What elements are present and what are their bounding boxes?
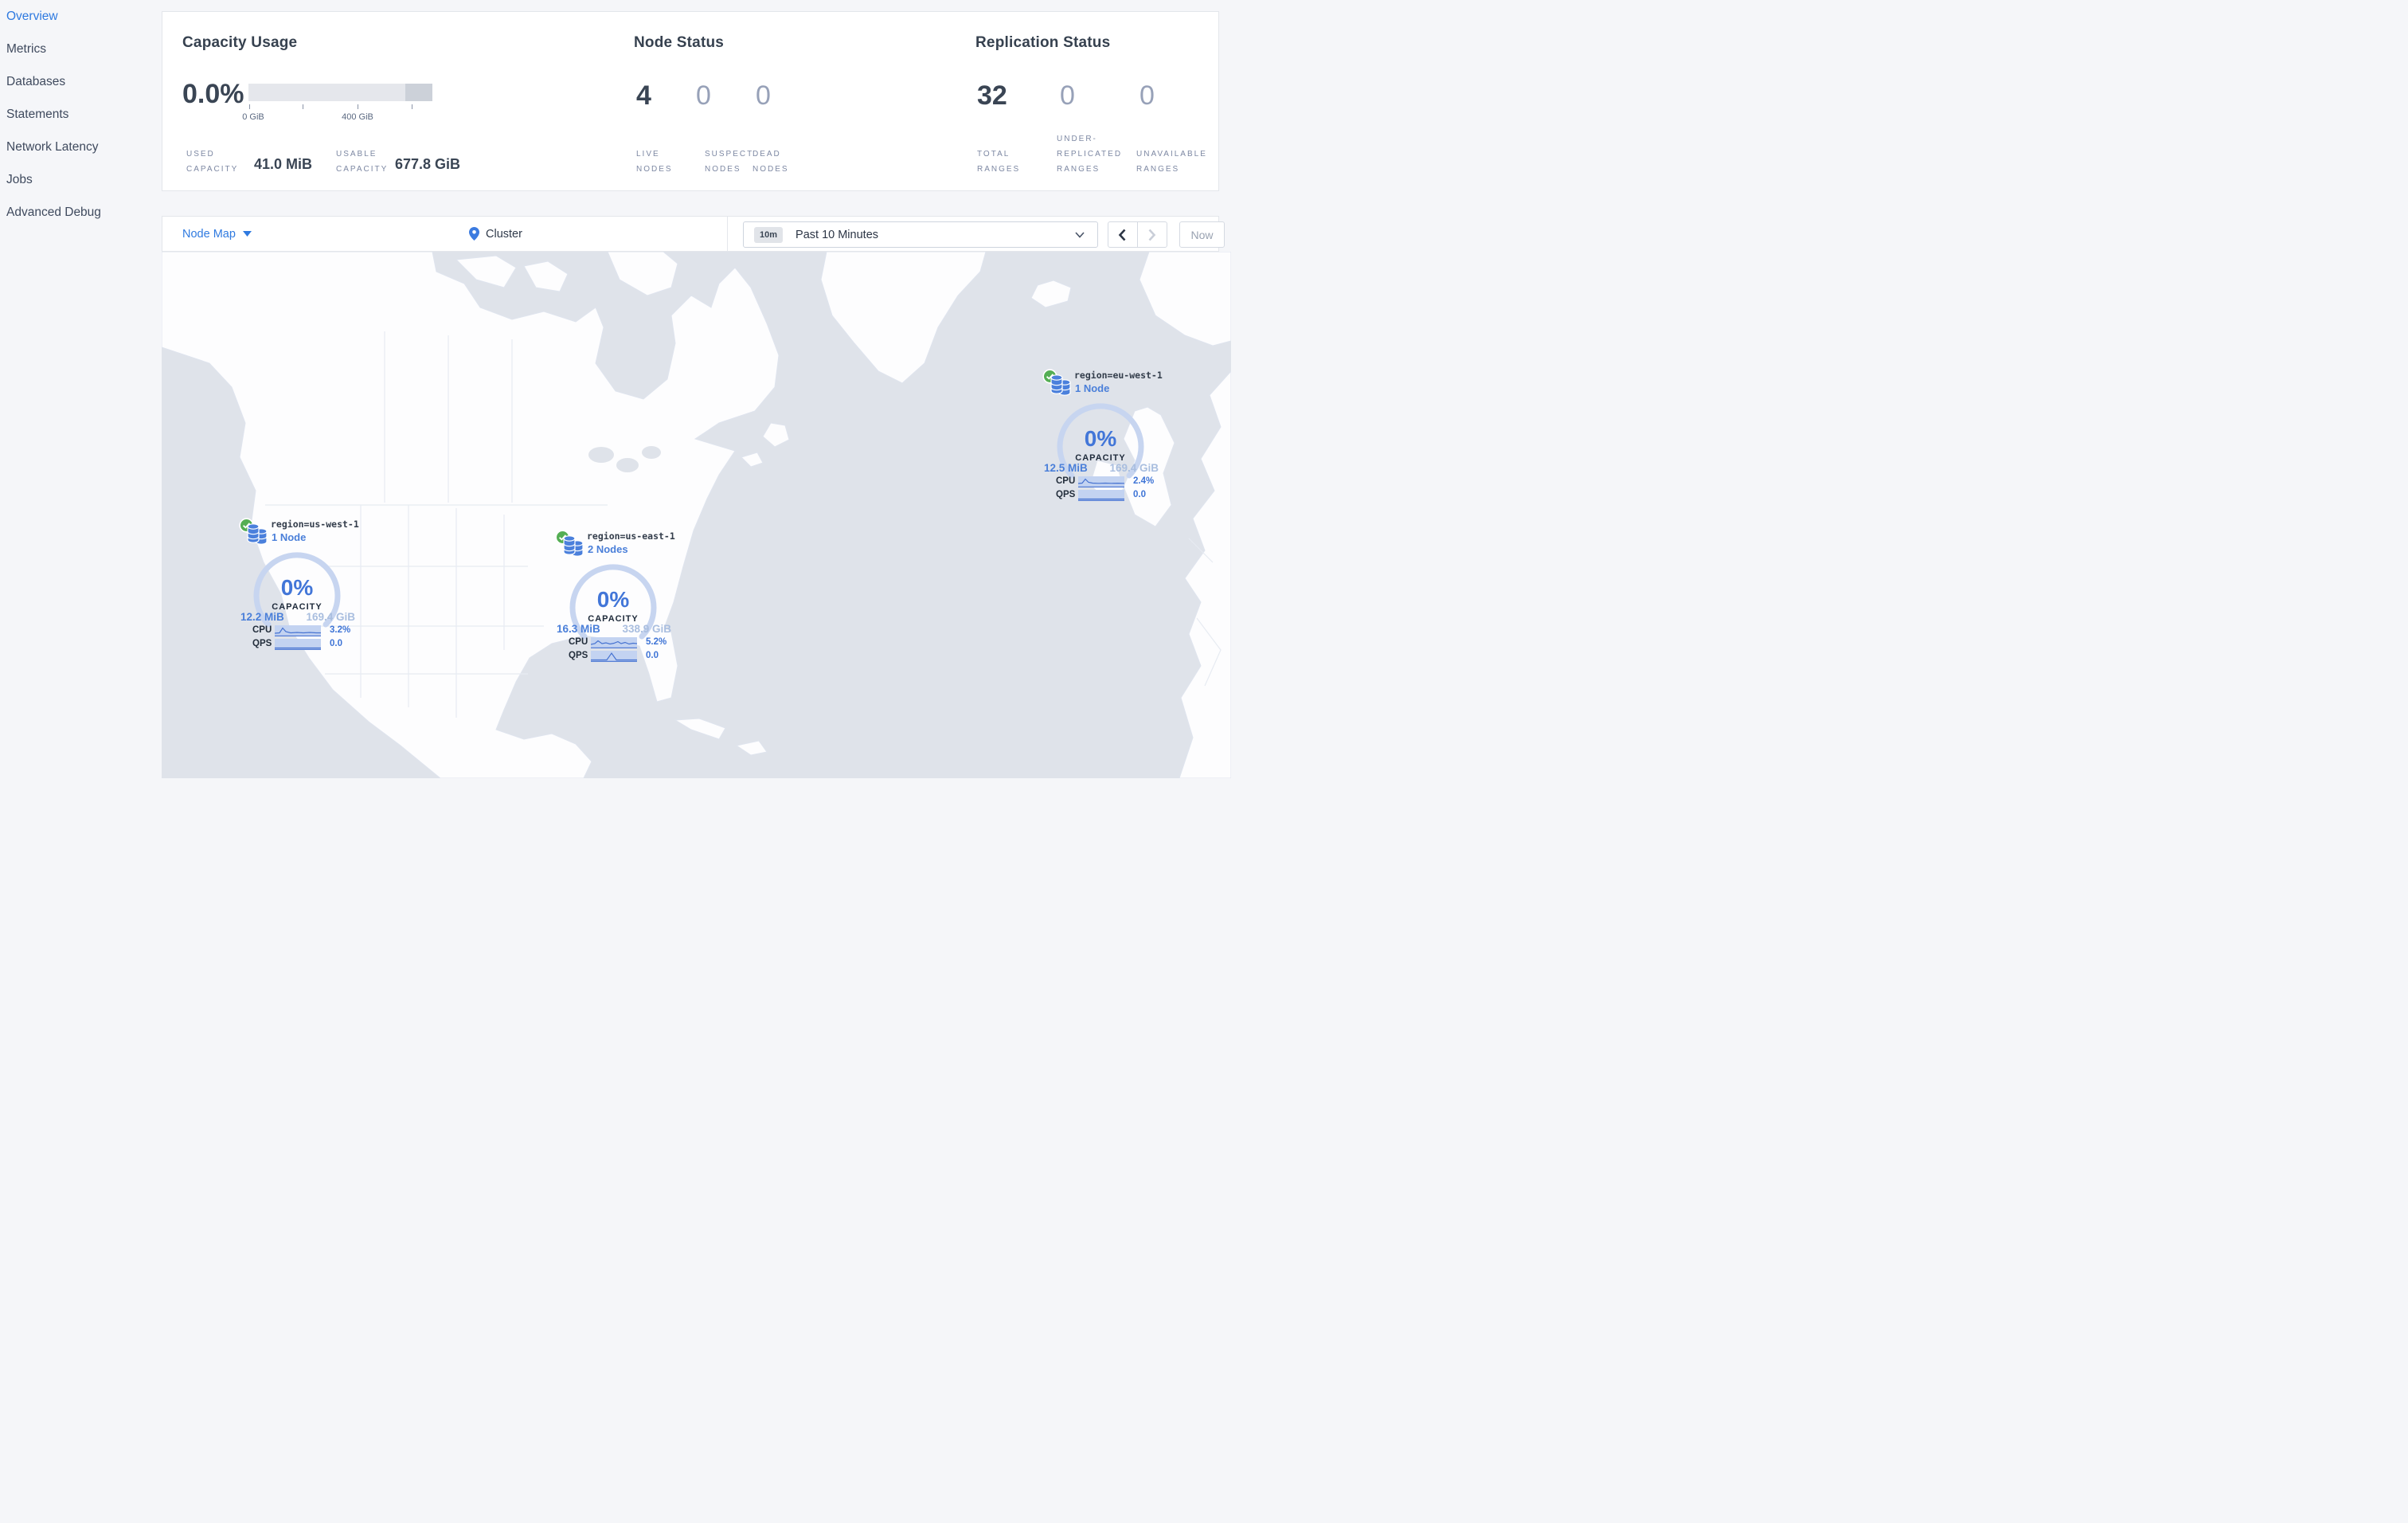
- time-step-buttons: [1108, 221, 1167, 248]
- capacity-tick-0: 0 GiB: [242, 112, 264, 122]
- region-node-count[interactable]: 1 Node: [1075, 382, 1110, 394]
- region-used-capacity: 12.2 MiB: [240, 611, 284, 623]
- capacity-gauge-percent: 0%: [1084, 426, 1117, 451]
- breadcrumb-label: Cluster: [486, 227, 522, 241]
- view-selector-dropdown[interactable]: Node Map: [182, 217, 252, 251]
- usable-capacity-value: 677.8 GiB: [395, 156, 461, 172]
- time-range-value: Past 10 Minutes: [796, 228, 879, 241]
- qps-label: QPS: [1056, 490, 1076, 499]
- qps-label: QPS: [569, 651, 588, 660]
- capacity-gauge-arc: [253, 552, 341, 628]
- location-pin-icon: [469, 227, 479, 241]
- time-range-badge: 10m: [754, 226, 784, 243]
- node-status-title: Node Status: [634, 34, 725, 51]
- qps-sparkline: [1078, 490, 1124, 501]
- qps-sparkline: [591, 651, 637, 662]
- capacity-gauge-percent: 0%: [280, 575, 314, 600]
- map-toolbar: Node Map Cluster 10m Past 10 Minutes Now: [162, 216, 1225, 252]
- qps-value: 0.0: [1133, 490, 1146, 499]
- database-stack-icon: [563, 535, 584, 557]
- unavailable-ranges-value: 0: [1140, 80, 1155, 111]
- capacity-tick-400: 400 GiB: [342, 112, 373, 122]
- used-capacity-value: 41.0 MiB: [254, 156, 313, 172]
- region-marker-eu-west-1[interactable]: region=eu-west-1 1 Node 0% CAPACITY 12.5…: [1033, 369, 1168, 504]
- time-step-forward-button[interactable]: [1138, 222, 1167, 247]
- region-used-capacity: 16.3 MiB: [557, 623, 600, 635]
- chevron-down-icon: [1075, 231, 1085, 238]
- dead-nodes-label: DEAD NODES: [752, 150, 789, 174]
- sidebar-item-metrics[interactable]: Metrics: [6, 42, 46, 56]
- breadcrumb[interactable]: Cluster: [469, 217, 522, 251]
- dead-nodes-value: 0: [756, 80, 771, 111]
- qps-label: QPS: [252, 639, 272, 648]
- cpu-value: 2.4%: [1133, 476, 1155, 486]
- capacity-gauge-arc: [569, 564, 657, 640]
- cpu-value: 3.2%: [330, 625, 351, 635]
- region-total-capacity: 169.4 GiB: [1109, 462, 1159, 474]
- region-node-count[interactable]: 2 Nodes: [588, 543, 628, 555]
- total-ranges-label: TOTAL RANGES: [977, 150, 1021, 174]
- page-bottom-margin: [0, 778, 1231, 789]
- cpu-sparkline: [275, 625, 321, 636]
- cpu-sparkline: [1078, 476, 1124, 487]
- region-total-capacity: 338.9 GiB: [622, 623, 671, 635]
- capacity-percent: 0.0%: [182, 79, 244, 109]
- suspect-nodes-label: SUSPECT NODES: [705, 150, 754, 174]
- capacity-gauge-label: CAPACITY: [1075, 453, 1126, 463]
- qps-sparkline: [275, 639, 321, 650]
- database-stack-icon: [247, 523, 268, 545]
- now-button[interactable]: Now: [1179, 221, 1225, 248]
- region-marker-us-west-1[interactable]: region=us-west-1 1 Node 0% CAPACITY 12.2…: [229, 518, 365, 653]
- qps-value: 0.0: [646, 651, 659, 660]
- sidebar: Overview Metrics Databases Statements Ne…: [0, 0, 161, 789]
- capacity-bar: 0 GiB 400 GiB: [242, 84, 432, 130]
- live-nodes-label: LIVE NODES: [636, 150, 673, 174]
- caret-down-icon: [242, 231, 252, 237]
- capacity-bar-used-segment: [405, 84, 432, 101]
- under-replicated-label: UNDER-REPLICATED RANGES: [1057, 135, 1123, 174]
- region-node-count[interactable]: 1 Node: [272, 531, 307, 543]
- view-selector-label: Node Map: [182, 227, 236, 241]
- region-marker-us-east-1[interactable]: region=us-east-1 2 Nodes 0% CAPACITY 16.…: [545, 530, 681, 665]
- region-total-capacity: 169.4 GiB: [306, 611, 355, 623]
- total-ranges-value: 32: [977, 80, 1007, 111]
- capacity-gauge-label: CAPACITY: [588, 614, 639, 624]
- database-stack-icon: [1050, 374, 1071, 396]
- replication-status-title: Replication Status: [975, 34, 1111, 51]
- qps-value: 0.0: [330, 639, 342, 648]
- usable-capacity-label: USABLE CAPACITY: [336, 150, 389, 174]
- cpu-sparkline: [591, 637, 637, 648]
- chevron-right-icon: [1148, 229, 1156, 241]
- region-name: region=eu-west-1: [1074, 370, 1163, 381]
- cpu-label: CPU: [252, 625, 272, 635]
- sidebar-item-network-latency[interactable]: Network Latency: [6, 140, 99, 154]
- region-name: region=us-west-1: [271, 519, 359, 530]
- capacity-gauge-arc: [1057, 403, 1144, 479]
- suspect-nodes-value: 0: [696, 80, 711, 111]
- toolbar-divider: [727, 217, 728, 251]
- under-replicated-value: 0: [1060, 80, 1075, 111]
- sidebar-item-statements[interactable]: Statements: [6, 108, 69, 121]
- cpu-label: CPU: [569, 637, 588, 647]
- world-map-graphic: [162, 252, 1231, 778]
- cpu-value: 5.2%: [646, 637, 667, 647]
- sidebar-item-advanced-debug[interactable]: Advanced Debug: [6, 206, 101, 219]
- cluster-summary-card: Capacity Usage 0.0% 0 GiB 400 GiB USED C…: [162, 11, 1219, 191]
- sidebar-item-databases[interactable]: Databases: [6, 75, 66, 88]
- node-map[interactable]: region=us-west-1 1 Node 0% CAPACITY 12.2…: [162, 252, 1231, 778]
- used-capacity-label: USED CAPACITY: [186, 150, 239, 174]
- region-name: region=us-east-1: [587, 531, 675, 542]
- unavailable-ranges-label: UNAVAILABLE RANGES: [1136, 150, 1207, 174]
- sidebar-item-jobs[interactable]: Jobs: [6, 173, 33, 186]
- time-step-back-button[interactable]: [1108, 222, 1138, 247]
- time-range-select[interactable]: 10m Past 10 Minutes: [743, 221, 1098, 248]
- live-nodes-value: 4: [636, 80, 651, 111]
- region-used-capacity: 12.5 MiB: [1044, 462, 1088, 474]
- sidebar-item-overview[interactable]: Overview: [6, 10, 58, 23]
- cpu-label: CPU: [1056, 476, 1076, 486]
- capacity-gauge-percent: 0%: [596, 587, 630, 612]
- chevron-left-icon: [1118, 229, 1126, 241]
- capacity-usage-title: Capacity Usage: [182, 34, 298, 51]
- capacity-gauge-label: CAPACITY: [272, 602, 322, 612]
